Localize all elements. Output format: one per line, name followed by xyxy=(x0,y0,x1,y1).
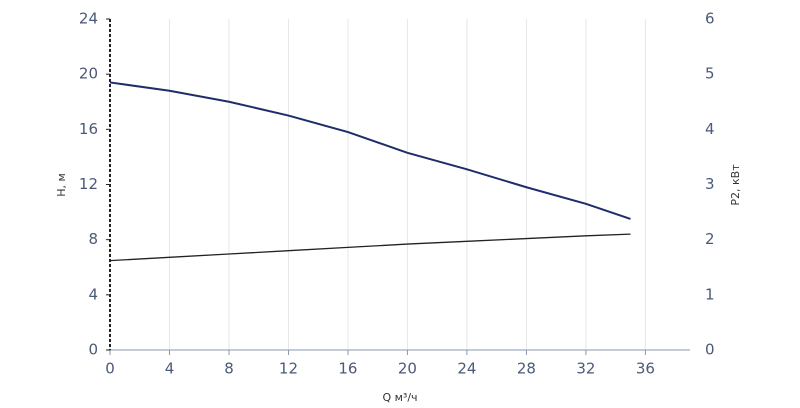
y-tick-label: 8 xyxy=(88,230,98,248)
x-tick-label: 36 xyxy=(636,360,655,378)
y-tick-label: 20 xyxy=(79,65,98,83)
y2-axis-title: P2, кВт xyxy=(729,164,742,206)
y-axis-title: H, м xyxy=(55,173,68,197)
x-tick-label: 8 xyxy=(224,360,234,378)
series-line xyxy=(109,233,631,262)
x-tick-label: 16 xyxy=(338,360,357,378)
y2-tick-label: 1 xyxy=(705,285,715,303)
y-tick-label: 4 xyxy=(88,285,98,303)
x-tick-label: 0 xyxy=(105,360,115,378)
series-line xyxy=(109,81,631,220)
x-tick-label: 20 xyxy=(398,360,417,378)
x-tick-label: 28 xyxy=(517,360,536,378)
y2-tick-label: 4 xyxy=(705,120,715,138)
x-tick-label: 12 xyxy=(279,360,298,378)
y-tick-label: 16 xyxy=(79,120,98,138)
x-tick-label: 24 xyxy=(457,360,476,378)
y2-tick-label: 6 xyxy=(705,10,715,28)
y-tick-label: 24 xyxy=(79,10,98,28)
x-axis-title: Q м³/ч xyxy=(382,391,417,404)
y2-tick-label: 3 xyxy=(705,175,715,193)
x-tick-label: 4 xyxy=(165,360,175,378)
y-tick-label: 12 xyxy=(79,175,98,193)
y2-tick-label: 2 xyxy=(705,230,715,248)
x-tick-label: 32 xyxy=(576,360,595,378)
y2-tick-label: 5 xyxy=(705,65,715,83)
y-tick-label: 0 xyxy=(88,341,98,359)
y2-tick-label: 0 xyxy=(705,341,715,359)
